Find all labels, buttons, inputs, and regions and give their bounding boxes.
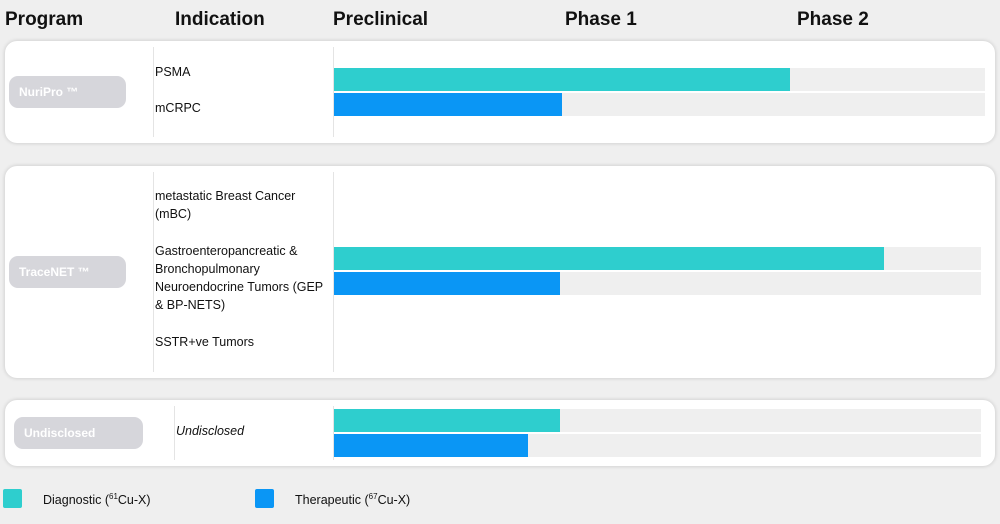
- divider: [333, 47, 334, 137]
- program-card-undisclosed: Undisclosed Undisclosed: [5, 400, 995, 466]
- header-program: Program: [5, 9, 84, 30]
- bar-diagnostic-undisclosed: [334, 409, 561, 432]
- legend-label-diagnostic: Diagnostic (61Cu-X): [43, 492, 151, 508]
- program-pill-undisclosed: Undisclosed: [14, 417, 143, 449]
- bar-diagnostic-nuripro: [334, 68, 790, 91]
- header-indication: Indication: [175, 9, 265, 30]
- divider: [333, 406, 334, 460]
- progress-track: [334, 434, 981, 457]
- indication-undisclosed: Undisclosed: [176, 424, 245, 438]
- progress-track: [334, 409, 981, 432]
- indication-mbc: metastatic Breast Cancer (mBC): [155, 189, 296, 221]
- legend-swatch-therapeutic: [255, 489, 274, 508]
- divider: [153, 47, 154, 137]
- progress-track: [334, 247, 981, 270]
- bar-therapeutic-undisclosed: [334, 434, 529, 457]
- program-pill-nuripro: NuriPro ™: [9, 76, 126, 108]
- indication-gep-bp-nets: Gastroenteropancreatic & Bronchopulmonar…: [155, 244, 323, 312]
- program-pill-tracenet: TraceNET ™: [9, 256, 126, 288]
- divider: [153, 172, 154, 372]
- bar-diagnostic-tracenet: [334, 247, 884, 270]
- bar-therapeutic-tracenet: [334, 272, 561, 295]
- legend-label-therapeutic: Therapeutic (67Cu-X): [295, 492, 411, 508]
- progress-track: [334, 272, 981, 295]
- divider: [333, 172, 334, 372]
- progress-track: [334, 68, 985, 91]
- indication-sstr: SSTR+ve Tumors: [155, 335, 254, 349]
- header-phase1: Phase 1: [565, 9, 637, 30]
- indication-mcrpc: mCRPC: [155, 101, 201, 115]
- header-phase2: Phase 2: [797, 9, 869, 30]
- divider: [174, 406, 175, 460]
- legend-swatch-diagnostic: [3, 489, 22, 508]
- header-preclinical: Preclinical: [333, 9, 429, 30]
- bar-therapeutic-nuripro: [334, 93, 562, 116]
- program-card-tracenet: TraceNET ™ metastatic Breast Cancer (mBC…: [5, 166, 995, 378]
- program-card-nuripro: NuriPro ™ PSMA mCRPC: [5, 41, 995, 143]
- indication-psma: PSMA: [155, 65, 191, 79]
- progress-track: [334, 93, 985, 116]
